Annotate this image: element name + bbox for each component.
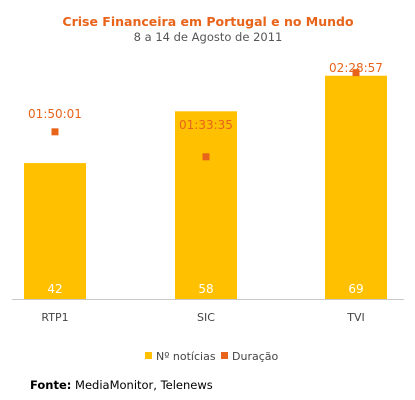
bar-value-label-sic: 58 (198, 282, 213, 296)
legend-label-duracao: Duração (232, 350, 278, 363)
bar-tvi (325, 75, 387, 299)
duracao-marker-rtp1 (51, 128, 59, 136)
duracao-label-tvi: 02:28:57 (329, 61, 383, 75)
source-label: Fonte: (30, 378, 72, 392)
chart-subtitle: 8 a 14 de Agosto de 2011 (134, 30, 283, 44)
legend: Nº notícias Duração (145, 350, 278, 363)
bar-rtp1 (24, 163, 86, 299)
duracao-marker-tvi (352, 69, 360, 77)
plot-area: 42 01:50:01 RTP1 58 01:33:35 SIC 69 02:28:57 TVI (12, 61, 404, 324)
bar-sic (175, 111, 237, 299)
bar-value-label-rtp1: 42 (47, 282, 62, 296)
duracao-marker-sic (202, 153, 210, 161)
category-label-tvi: TVI (346, 311, 365, 324)
legend-swatch-noticias (145, 352, 152, 359)
source-text: MediaMonitor, Telenews (75, 378, 213, 392)
category-label-sic: SIC (197, 311, 215, 324)
duracao-label-rtp1: 01:50:01 (28, 107, 82, 121)
legend-label-noticias: Nº notícias (156, 350, 216, 363)
bar-value-label-tvi: 69 (348, 282, 363, 296)
duracao-label-sic: 01:33:35 (179, 118, 233, 132)
category-label-rtp1: RTP1 (41, 311, 68, 324)
legend-swatch-duracao (221, 352, 228, 359)
chart-title: Crise Financeira em Portugal e no Mundo (62, 14, 354, 29)
source-note: Fonte: MediaMonitor, Telenews (30, 378, 213, 392)
